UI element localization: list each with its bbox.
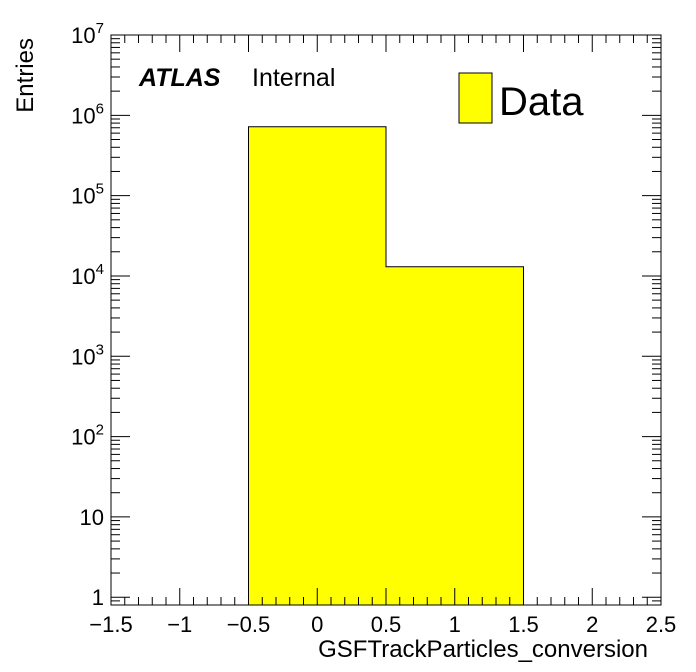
legend: Data	[458, 72, 584, 124]
x-tick-label: 1.5	[508, 612, 539, 637]
histogram-bar	[248, 126, 386, 606]
histogram-bar	[386, 266, 524, 605]
x-tick-label: 0	[311, 612, 323, 637]
legend-label-data: Data	[499, 80, 584, 124]
internal-label: Internal	[252, 64, 335, 92]
y-tick-label: 103	[71, 341, 104, 369]
y-tick-label: 107	[71, 20, 104, 48]
x-tick-label: −1	[167, 612, 192, 637]
histogram-bars	[248, 126, 524, 606]
y-tick-label: 1	[92, 585, 104, 610]
y-tick-label: 102	[71, 422, 104, 450]
y-tick-label: 104	[71, 261, 104, 289]
x-tick-label: 1	[449, 612, 461, 637]
y-tick-label: 106	[71, 100, 104, 128]
y-axis-title: Entries	[12, 38, 39, 113]
axis-ticks	[110, 34, 662, 605]
x-tick-labels: −1.5 −1 −0.5 0 0.5 1 1.5 2 2.5	[89, 612, 676, 637]
atlas-label: ATLAS	[138, 64, 221, 92]
x-tick-label: −1.5	[89, 612, 132, 637]
x-tick-label: 0.5	[371, 612, 402, 637]
y-tick-labels: 1 10 102 103 104 105 106 107	[71, 20, 104, 610]
y-tick-label: 105	[71, 181, 104, 209]
x-tick-label: 2.5	[646, 612, 677, 637]
legend-swatch-data	[458, 72, 493, 124]
x-tick-label: −0.5	[227, 612, 270, 637]
histogram-outline	[248, 126, 524, 605]
x-axis-title: GSFTrackParticles_conversion	[318, 636, 648, 663]
x-tick-label: 2	[586, 612, 598, 637]
y-tick-label: 10	[80, 505, 104, 530]
